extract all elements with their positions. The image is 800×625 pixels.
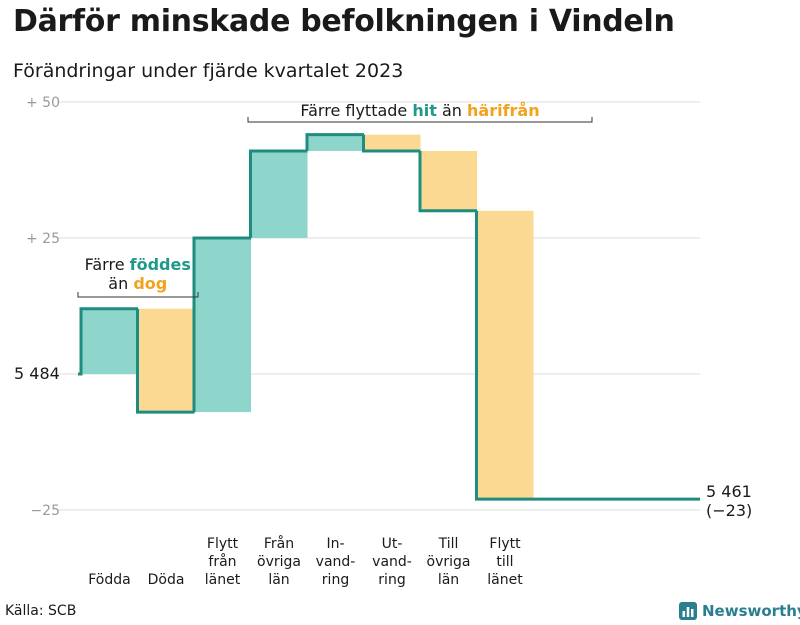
category-label: In-vand-ring [316,536,356,588]
annotation-bracket [247,117,593,123]
annotation-births-deaths-line2: än dog [108,274,167,293]
waterfall-bar [476,210,534,500]
end-value-label: 5 461 [706,482,752,501]
waterfall-bar [363,134,421,151]
y-tick-label: + 50 [26,95,60,111]
annotation-bracket [77,292,199,298]
waterfall-bar [194,238,251,413]
waterfall-bar [137,308,195,413]
end-change-label: (−23) [706,501,752,520]
cumulative-line [78,133,700,501]
chart-subtitle: Förändringar under fjärde kvartalet 2023 [13,60,404,82]
category-label: Ut-vand-ring [372,536,412,588]
waterfall-bar [250,150,308,238]
waterfall-bar [307,134,364,151]
brand-name: Newsworthy [702,602,800,620]
y-tick-label: −25 [30,503,60,519]
y-tick-label: + 25 [26,231,60,247]
category-label: Flytt från länet [205,536,241,588]
annotation-migration: Färre flyttade hit än härifrån [300,101,539,120]
brand-logo: Newsworthy [679,602,800,620]
category-label: Döda [148,572,185,588]
waterfall-bar [81,308,138,374]
category-label: Flytt till länet [487,536,523,588]
category-label: Födda [88,572,130,588]
annotation-births-deaths: Färre föddes [85,255,191,274]
start-value-label: 5 484 [14,364,60,383]
chart-title: Därför minskade befolkningen i Vindeln [13,4,675,39]
category-label: Från övriga län [257,535,301,588]
source-note: Källa: SCB [5,603,77,619]
waterfall-bar [420,150,477,211]
bar-chart-icon [679,602,697,620]
category-label: Till övriga län [427,536,471,588]
